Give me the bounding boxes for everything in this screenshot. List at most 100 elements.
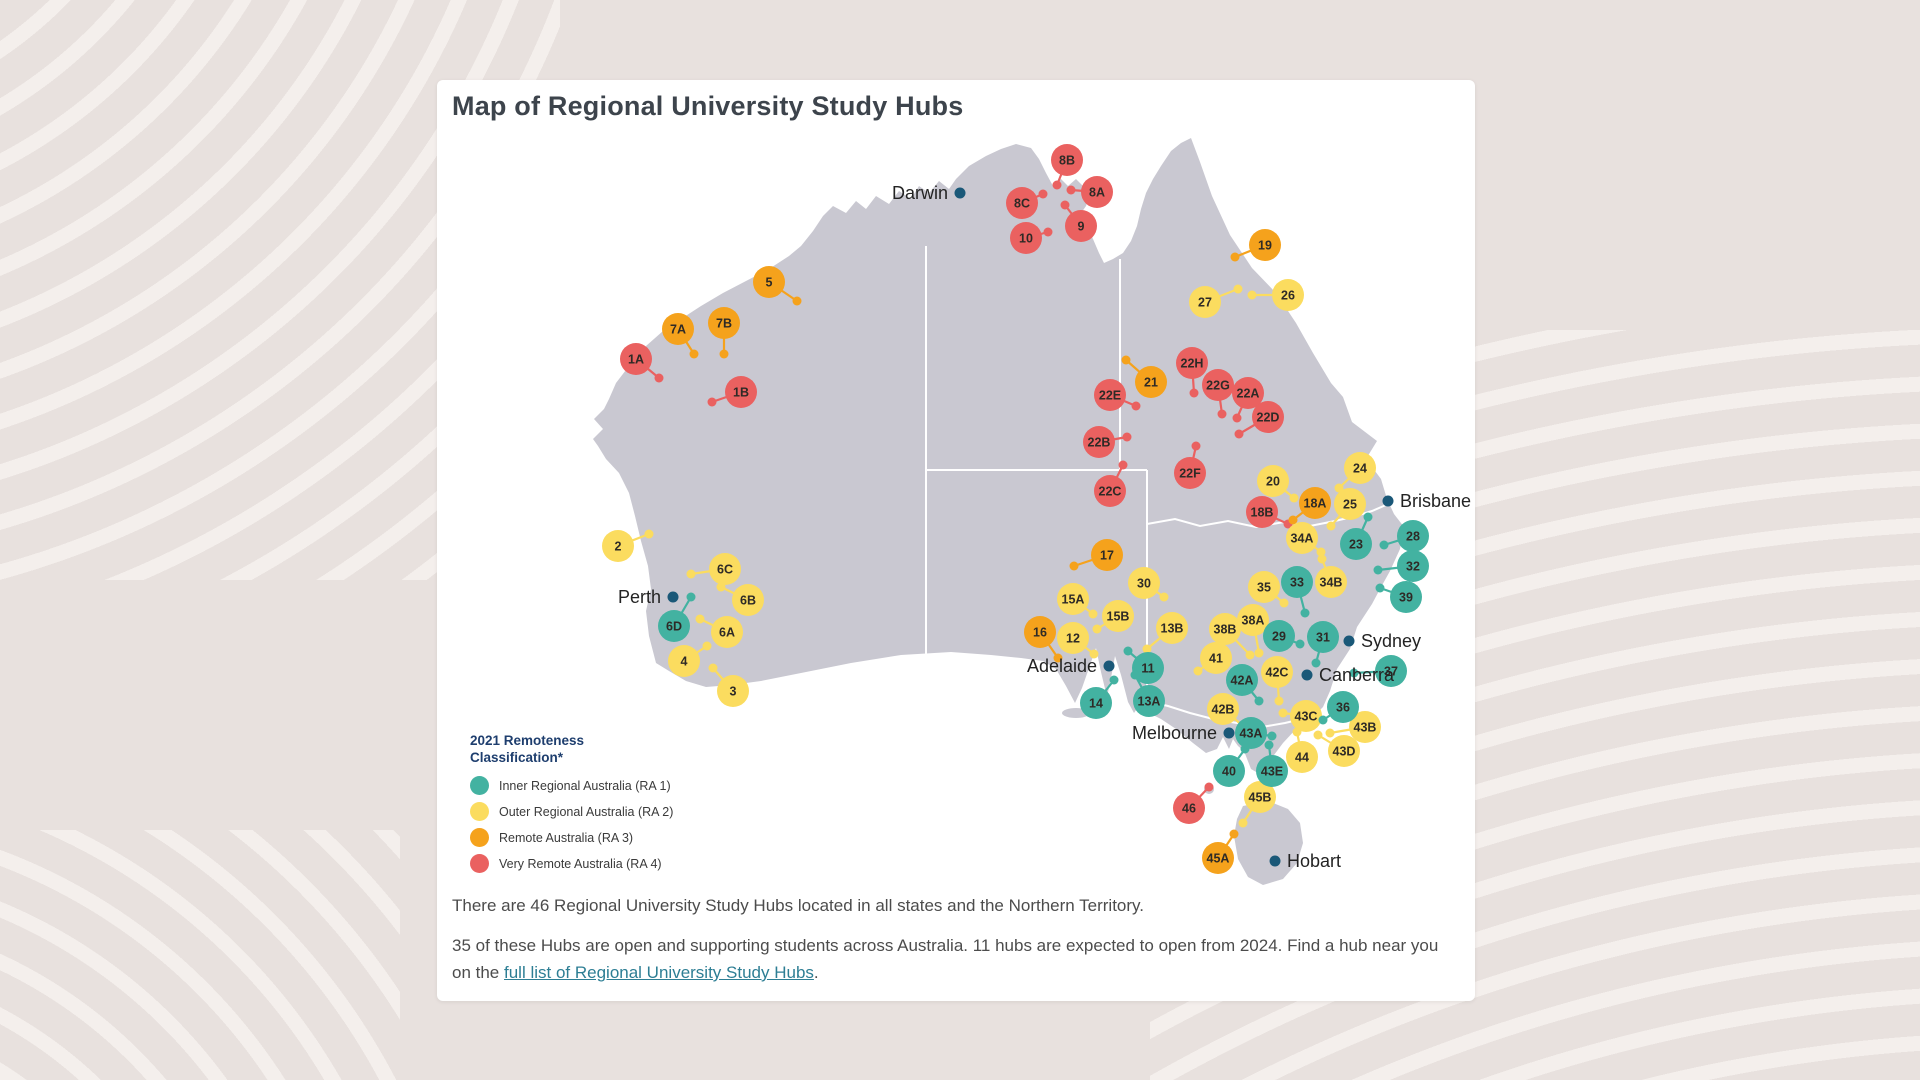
hub-circle[interactable] xyxy=(1057,622,1089,654)
hub-marker-22C[interactable]: 22C xyxy=(1094,460,1128,508)
hub-circle[interactable] xyxy=(732,584,764,616)
hub-marker-33[interactable]: 33 xyxy=(1281,566,1313,618)
hub-marker-16[interactable]: 16 xyxy=(1024,616,1063,663)
hub-marker-35[interactable]: 35 xyxy=(1248,571,1289,608)
hub-circle[interactable] xyxy=(1299,487,1331,519)
hub-circle[interactable] xyxy=(1397,520,1429,552)
hub-marker-8A[interactable]: 8A xyxy=(1066,176,1114,208)
hub-marker-6B[interactable]: 6B xyxy=(716,582,765,617)
hub-circle[interactable] xyxy=(1286,522,1318,554)
hub-circle[interactable] xyxy=(1102,600,1134,632)
hub-marker-24[interactable]: 24 xyxy=(1334,452,1377,493)
hub-circle[interactable] xyxy=(1213,755,1245,787)
hub-marker-26[interactable]: 26 xyxy=(1247,279,1305,311)
hub-circle[interactable] xyxy=(1006,187,1038,219)
hub-circle[interactable] xyxy=(1397,550,1429,582)
hub-circle[interactable] xyxy=(708,307,740,339)
hub-marker-2[interactable]: 2 xyxy=(602,529,654,563)
hub-circle[interactable] xyxy=(711,616,743,648)
hub-circle[interactable] xyxy=(1235,717,1267,749)
hub-circle[interactable] xyxy=(1051,144,1083,176)
hub-marker-3[interactable]: 3 xyxy=(708,663,750,708)
hub-circle[interactable] xyxy=(1340,528,1372,560)
hub-marker-20[interactable]: 20 xyxy=(1257,465,1299,503)
hub-circle[interactable] xyxy=(1057,583,1089,615)
hub-marker-11[interactable]: 11 xyxy=(1123,646,1165,685)
hub-marker-25[interactable]: 25 xyxy=(1326,488,1367,531)
hub-marker-9[interactable]: 9 xyxy=(1060,200,1098,243)
hub-circle[interactable] xyxy=(1281,566,1313,598)
hub-marker-43E[interactable]: 43E xyxy=(1256,740,1288,788)
hub-marker-45B[interactable]: 45B xyxy=(1238,781,1277,828)
hub-circle[interactable] xyxy=(1065,210,1097,242)
hub-circle[interactable] xyxy=(1091,539,1123,571)
hub-marker-29[interactable]: 29 xyxy=(1263,620,1305,652)
hub-circle[interactable] xyxy=(1375,655,1407,687)
hub-marker-21[interactable]: 21 xyxy=(1121,355,1168,399)
hub-circle[interactable] xyxy=(1237,604,1269,636)
hub-marker-22D[interactable]: 22D xyxy=(1234,401,1285,439)
hub-marker-42C[interactable]: 42C xyxy=(1261,656,1293,706)
hub-marker-18A[interactable]: 18A xyxy=(1288,487,1332,525)
hub-marker-22E[interactable]: 22E xyxy=(1094,379,1141,411)
hub-circle[interactable] xyxy=(662,313,694,345)
hub-circle[interactable] xyxy=(1132,652,1164,684)
hub-circle[interactable] xyxy=(1344,452,1376,484)
hub-circle[interactable] xyxy=(1083,426,1115,458)
hub-marker-30[interactable]: 30 xyxy=(1128,567,1169,602)
hub-marker-5[interactable]: 5 xyxy=(753,266,802,306)
hub-circle[interactable] xyxy=(1263,620,1295,652)
hub-marker-8B[interactable]: 8B xyxy=(1051,144,1083,190)
hub-marker-13A[interactable]: 13A xyxy=(1130,670,1166,718)
hub-circle[interactable] xyxy=(1081,176,1113,208)
hub-circle[interactable] xyxy=(1261,656,1293,688)
hub-circle[interactable] xyxy=(1334,488,1366,520)
hub-circle[interactable] xyxy=(1024,616,1056,648)
hub-circle[interactable] xyxy=(717,675,749,707)
hub-circle[interactable] xyxy=(1080,687,1112,719)
hub-circle[interactable] xyxy=(1207,693,1239,725)
hub-marker-4[interactable]: 4 xyxy=(668,641,712,678)
full-list-link[interactable]: full list of Regional University Study H… xyxy=(504,963,814,982)
hub-marker-41[interactable]: 41 xyxy=(1193,642,1233,676)
hub-marker-14[interactable]: 14 xyxy=(1080,675,1119,720)
hub-circle[interactable] xyxy=(1249,229,1281,261)
hub-circle[interactable] xyxy=(1315,566,1347,598)
hub-marker-42A[interactable]: 42A xyxy=(1226,664,1264,706)
hub-circle[interactable] xyxy=(1256,755,1288,787)
hub-circle[interactable] xyxy=(1176,347,1208,379)
hub-marker-32[interactable]: 32 xyxy=(1373,550,1430,582)
hub-marker-36[interactable]: 36 xyxy=(1318,691,1360,725)
hub-marker-31[interactable]: 31 xyxy=(1307,621,1339,668)
hub-circle[interactable] xyxy=(725,376,757,408)
hub-marker-38A[interactable]: 38A xyxy=(1237,604,1269,658)
hub-circle[interactable] xyxy=(1209,613,1241,645)
hub-circle[interactable] xyxy=(1248,571,1280,603)
hub-marker-34B[interactable]: 34B xyxy=(1315,554,1347,599)
hub-marker-22F[interactable]: 22F xyxy=(1174,441,1206,490)
hub-marker-7B[interactable]: 7B xyxy=(708,307,740,359)
hub-marker-17[interactable]: 17 xyxy=(1069,539,1124,571)
hub-circle[interactable] xyxy=(1094,475,1126,507)
hub-circle[interactable] xyxy=(1202,369,1234,401)
hub-circle[interactable] xyxy=(1010,222,1042,254)
hub-circle[interactable] xyxy=(1232,377,1264,409)
hub-circle[interactable] xyxy=(1135,366,1167,398)
hub-marker-13B[interactable]: 13B xyxy=(1142,612,1189,654)
hub-circle[interactable] xyxy=(1133,685,1165,717)
hub-marker-43B[interactable]: 43B xyxy=(1325,711,1382,743)
hub-marker-6D[interactable]: 6D xyxy=(658,592,696,643)
hub-circle[interactable] xyxy=(1202,842,1234,874)
hub-marker-43C[interactable]: 43C xyxy=(1278,700,1323,732)
hub-marker-45A[interactable]: 45A xyxy=(1202,829,1239,875)
hub-circle[interactable] xyxy=(1328,735,1360,767)
hub-marker-15A[interactable]: 15A xyxy=(1057,583,1098,619)
hub-marker-18B[interactable]: 18B xyxy=(1246,496,1293,529)
hub-marker-6C[interactable]: 6C xyxy=(686,553,742,585)
hub-marker-22B[interactable]: 22B xyxy=(1083,426,1132,458)
hub-marker-44[interactable]: 44 xyxy=(1286,727,1318,774)
hub-marker-34A[interactable]: 34A xyxy=(1286,522,1326,557)
hub-marker-8C[interactable]: 8C xyxy=(1006,187,1048,219)
hub-circle[interactable] xyxy=(1156,612,1188,644)
hub-circle[interactable] xyxy=(1390,581,1422,613)
